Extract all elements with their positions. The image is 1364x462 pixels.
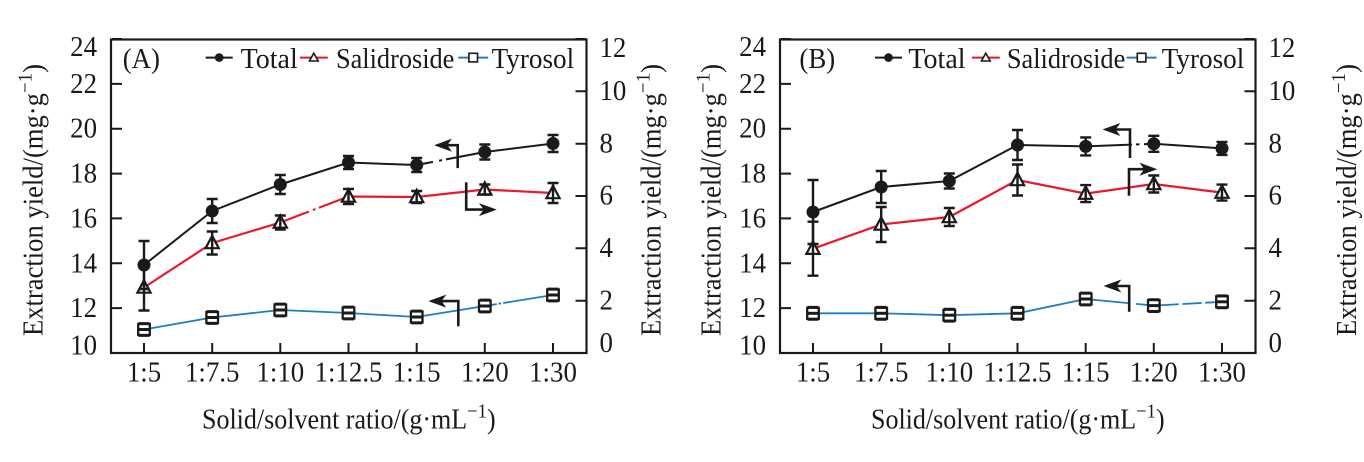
svg-text:1:30: 1:30 <box>529 357 577 388</box>
svg-text:12: 12 <box>70 293 97 324</box>
svg-text:1:20: 1:20 <box>1130 357 1178 388</box>
svg-text:22: 22 <box>70 68 97 99</box>
svg-text:24: 24 <box>70 32 97 63</box>
svg-text:1:15: 1:15 <box>1062 357 1110 388</box>
svg-text:24: 24 <box>739 32 766 63</box>
svg-text:1:5: 1:5 <box>127 357 161 388</box>
svg-text:4: 4 <box>1269 232 1283 263</box>
svg-text:8: 8 <box>1269 128 1282 159</box>
svg-text:1:7.5: 1:7.5 <box>854 357 908 388</box>
svg-text:Salidroside: Salidroside <box>1007 43 1125 74</box>
svg-text:20: 20 <box>739 113 766 144</box>
svg-text:1:20: 1:20 <box>461 357 509 388</box>
svg-text:1:10: 1:10 <box>256 357 304 388</box>
svg-text:2: 2 <box>1269 285 1282 316</box>
svg-text:10: 10 <box>1269 75 1296 106</box>
svg-text:22: 22 <box>739 68 766 99</box>
svg-text:1:12.5: 1:12.5 <box>984 357 1052 388</box>
svg-text:12: 12 <box>1269 33 1296 64</box>
svg-text:6: 6 <box>1269 180 1282 211</box>
svg-text:Total: Total <box>241 44 298 75</box>
svg-text:10: 10 <box>600 75 627 106</box>
svg-text:4: 4 <box>600 232 614 263</box>
svg-text:Extraction yield/(mg·g−1): Extraction yield/(mg·g−1) <box>633 64 667 336</box>
svg-text:(B): (B) <box>799 44 835 75</box>
svg-text:18: 18 <box>739 158 766 189</box>
svg-text:Extraction yield/(mg·g−1): Extraction yield/(mg·g−1) <box>1329 64 1363 336</box>
svg-text:6: 6 <box>600 180 613 211</box>
svg-text:8: 8 <box>600 128 613 159</box>
svg-text:14: 14 <box>70 248 97 279</box>
svg-text:10: 10 <box>70 330 97 361</box>
svg-text:(A): (A) <box>123 44 160 75</box>
svg-text:16: 16 <box>739 203 766 234</box>
svg-text:Tyrosol: Tyrosol <box>492 43 575 74</box>
svg-text:Salidroside: Salidroside <box>336 43 454 74</box>
svg-text:0: 0 <box>600 328 613 359</box>
svg-text:Total: Total <box>908 44 965 75</box>
svg-text:14: 14 <box>739 248 766 279</box>
svg-text:0: 0 <box>1269 328 1282 359</box>
svg-text:Solid/solvent ratio/(g·mL−1): Solid/solvent ratio/(g·mL−1) <box>871 401 1165 435</box>
svg-text:16: 16 <box>70 203 97 234</box>
svg-text:1:7.5: 1:7.5 <box>185 357 239 388</box>
svg-text:Extraction yield/(mg·g−1): Extraction yield/(mg·g−1) <box>693 64 727 336</box>
svg-text:Tyrosol: Tyrosol <box>1162 43 1245 74</box>
svg-text:10: 10 <box>739 330 766 361</box>
svg-text:2: 2 <box>600 285 613 316</box>
svg-text:Extraction yield/(mg·g−1): Extraction yield/(mg·g−1) <box>15 64 49 336</box>
svg-text:12: 12 <box>739 293 766 324</box>
svg-text:1:5: 1:5 <box>796 357 830 388</box>
svg-text:20: 20 <box>70 113 97 144</box>
svg-text:1:15: 1:15 <box>393 357 441 388</box>
svg-text:1:12.5: 1:12.5 <box>315 357 383 388</box>
svg-text:1:10: 1:10 <box>925 357 973 388</box>
svg-text:Solid/solvent ratio/(g·mL−1): Solid/solvent ratio/(g·mL−1) <box>202 401 496 435</box>
svg-text:1:30: 1:30 <box>1198 357 1246 388</box>
svg-text:18: 18 <box>70 158 97 189</box>
svg-text:12: 12 <box>600 33 627 64</box>
